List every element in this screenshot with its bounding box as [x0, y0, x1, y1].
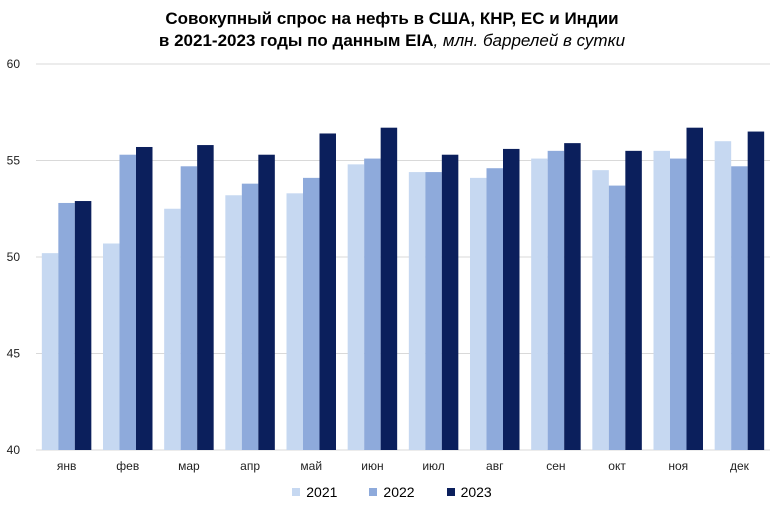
bar-2022-фев — [119, 154, 136, 450]
chart-title-line2-bold: в 2021-2023 годы по данным EIA — [158, 31, 434, 50]
legend-label: 2022 — [383, 484, 415, 500]
x-tick-label: май — [300, 459, 322, 473]
bar-2021-июл — [408, 172, 426, 450]
chart-title: Совокупный спрос на нефть в США, КНР, ЕС… — [0, 8, 784, 52]
y-tick-label: 55 — [7, 154, 21, 168]
legend-swatch — [292, 488, 301, 496]
y-tick-label: 60 — [7, 57, 21, 71]
bar-2022-янв — [58, 202, 75, 450]
x-tick-label: мар — [178, 459, 200, 473]
bar-2023-сен — [564, 143, 581, 450]
bar-2022-ноя — [670, 158, 687, 450]
chart-legend: 2021 2022 2023 — [0, 484, 784, 500]
x-tick-label: сен — [546, 459, 565, 473]
bar-2022-мар — [180, 166, 198, 451]
y-tick-label: 50 — [7, 250, 21, 264]
legend-item-2023: 2023 — [446, 484, 492, 500]
legend-swatch — [369, 488, 378, 496]
bar-2022-сен — [547, 150, 565, 450]
chart-title-line2: в 2021-2023 годы по данным EIA, млн. бар… — [0, 30, 784, 52]
bar-2021-окт — [592, 170, 609, 450]
bar-2021-авг — [470, 177, 487, 450]
x-tick-label: янв — [57, 459, 77, 473]
x-tick-label: окт — [608, 459, 626, 473]
bar-2022-май — [303, 177, 320, 450]
y-tick-label: 45 — [7, 347, 21, 361]
bar-2021-дек — [714, 141, 732, 450]
bar-2023-июн — [380, 127, 398, 450]
x-tick-label: апр — [240, 459, 260, 473]
bar-chart: 40 45 50 55 60 янв фев мар апр май июн июл авг сен окт… — [7, 57, 770, 473]
bar-2021-апр — [225, 195, 242, 450]
bar-2023-авг — [503, 148, 520, 451]
bar-2023-мар — [197, 145, 214, 450]
bar-2023-ноя — [686, 127, 703, 450]
y-tick-label: 40 — [7, 443, 21, 457]
bar-2022-апр — [241, 183, 259, 450]
x-tick-label: июн — [361, 459, 383, 473]
x-tick-label: фев — [116, 459, 139, 473]
bar-2023-фев — [136, 146, 153, 451]
chart-title-line1: Совокупный спрос на нефть в США, КНР, ЕС… — [165, 9, 619, 28]
bar-2021-фев — [103, 243, 120, 450]
bar-2023-июл — [441, 154, 459, 450]
bar-2021-янв — [41, 253, 59, 450]
bar-2021-мар — [164, 208, 181, 450]
legend-swatch — [446, 488, 455, 496]
legend-label: 2021 — [306, 484, 338, 500]
x-tick-label: июл — [422, 459, 444, 473]
bar-2023-дек — [747, 131, 765, 451]
bar-2022-авг — [486, 168, 503, 450]
x-tick-label: дек — [730, 459, 750, 473]
bar-2023-янв — [74, 201, 92, 450]
legend-item-2021: 2021 — [292, 484, 337, 500]
chart-subtitle-units: , млн. баррелей в сутки — [433, 31, 626, 50]
bar-2021-июн — [347, 164, 365, 451]
bar-2022-июл — [425, 172, 442, 450]
bar-2023-окт — [625, 150, 642, 450]
bar-2022-дек — [731, 166, 748, 451]
x-tick-label: ноя — [668, 459, 688, 473]
x-tick-label: авг — [486, 459, 504, 473]
legend-label: 2023 — [460, 484, 492, 500]
bar-2022-июн — [364, 158, 381, 450]
bar-2021-сен — [531, 158, 548, 450]
bar-2023-апр — [258, 154, 275, 450]
bar-2023-май — [319, 133, 336, 451]
bar-2022-окт — [608, 185, 626, 450]
bar-2021-май — [286, 193, 303, 450]
legend-item-2022: 2022 — [369, 484, 415, 500]
bar-2021-ноя — [653, 150, 670, 450]
